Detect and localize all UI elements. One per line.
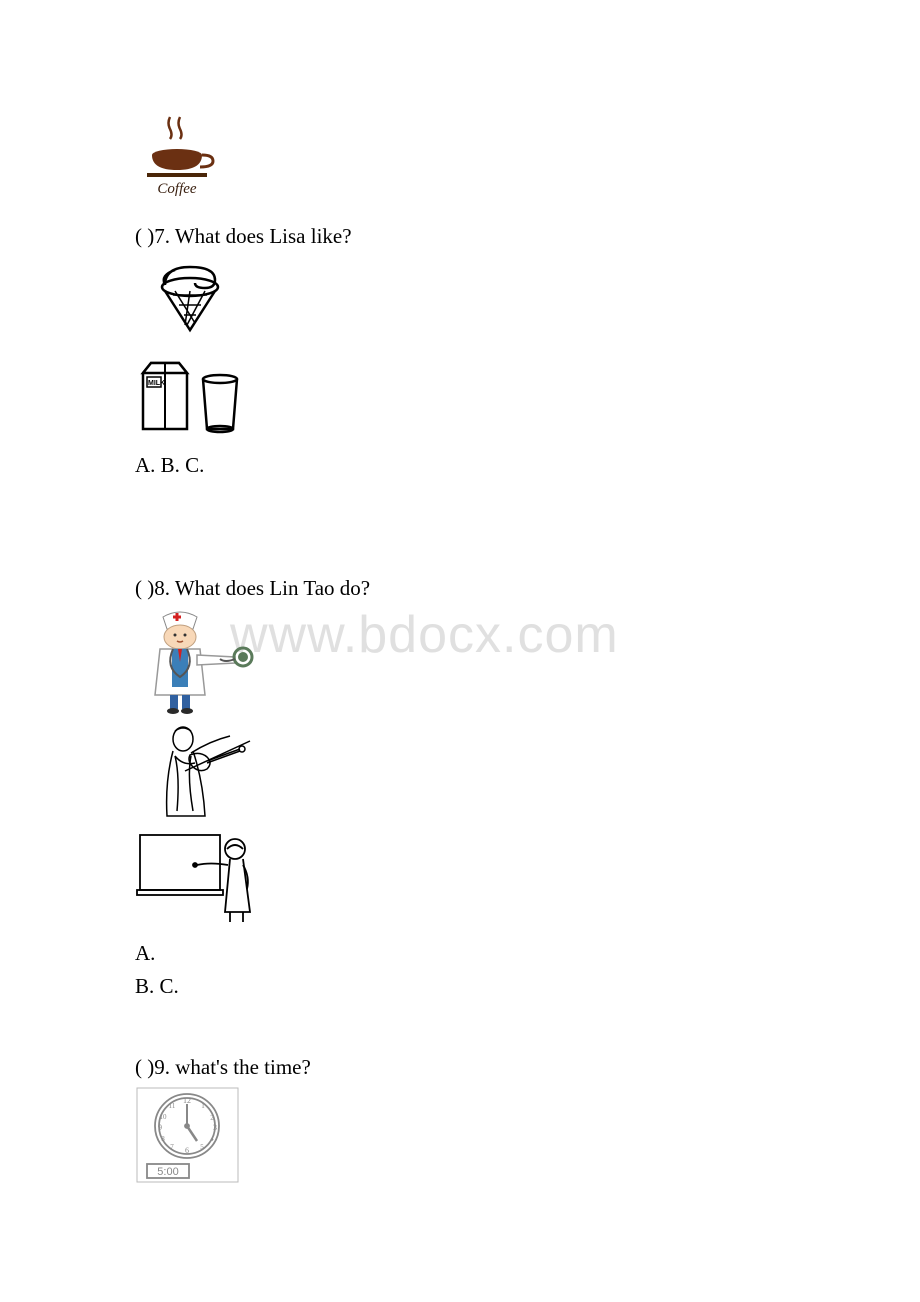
analog-clock-icon: 12 1 2 3 4 5 6 7 8 9 10 11 5:00 [135,1086,240,1184]
coffee-label: Coffee [157,181,196,197]
question-7-text: ( )7. What does Lisa like? [135,224,920,249]
svg-text:5: 5 [200,1143,204,1151]
clock-image: 12 1 2 3 4 5 6 7 8 9 10 11 5:00 [135,1086,920,1190]
question-7-answers: A. B. C. [135,453,920,478]
milk-label: MILK [148,380,165,387]
coffee-image: Coffee [135,115,920,206]
clock-time-label: 5:00 [157,1166,178,1178]
teacher-blackboard-icon [135,827,270,927]
svg-text:1: 1 [201,1102,205,1110]
teacher-image [135,827,920,933]
doctor-image [135,607,920,721]
doctor-stethoscope-icon [135,607,280,715]
svg-text:6: 6 [185,1146,189,1155]
coffee-cup-icon: Coffee [135,115,225,200]
violinist-image [135,721,920,827]
svg-text:11: 11 [169,1102,176,1110]
svg-text:2: 2 [210,1114,214,1122]
svg-text:7: 7 [170,1143,174,1151]
milk-image: MILK [135,351,920,445]
question-8-answer-bc: B. C. [135,974,920,999]
svg-text:9: 9 [158,1123,162,1132]
svg-text:10: 10 [160,1113,168,1121]
svg-text:3: 3 [213,1123,217,1132]
icecream-image [135,255,920,351]
violin-player-icon [135,721,270,821]
svg-text:8: 8 [161,1135,165,1143]
question-8-text: ( )8. What does Lin Tao do? [135,576,920,601]
question-9-text: ( )9. what's the time? [135,1055,920,1080]
question-8-answer-a: A. [135,941,920,966]
svg-text:4: 4 [210,1135,214,1143]
svg-text:12: 12 [183,1096,191,1105]
ice-cream-cone-icon [135,255,245,345]
milk-carton-glass-icon: MILK [135,351,275,439]
